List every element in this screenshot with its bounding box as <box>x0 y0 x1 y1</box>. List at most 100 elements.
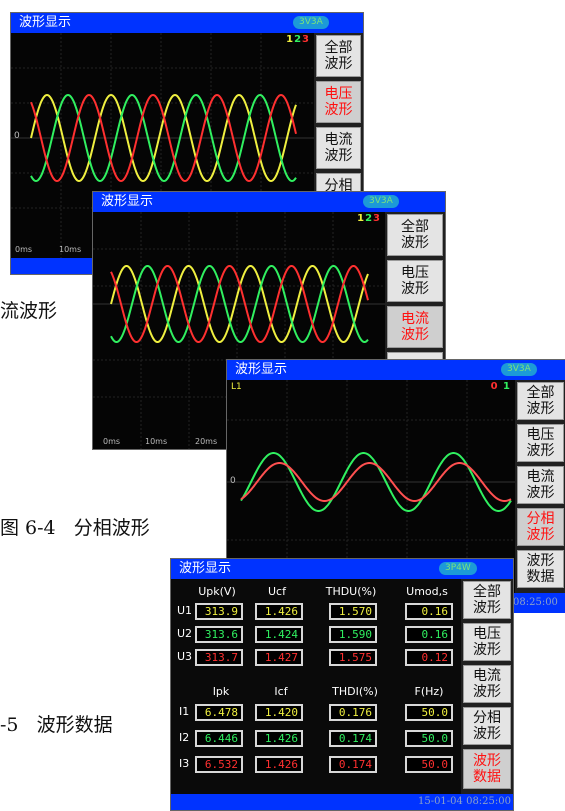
column-header: Ucf <box>268 585 286 598</box>
window-title: 波形显示 <box>101 194 154 209</box>
value-cell: 1.426 <box>255 603 303 620</box>
value-cell: 0.12 <box>405 649 453 666</box>
current-waveform-button[interactable]: 电流 波形 <box>387 306 443 348</box>
phase-legend-b: 1 <box>503 381 511 392</box>
current-waveform-button[interactable]: 电流 波形 <box>517 466 564 504</box>
wave-phase-2 <box>30 93 297 183</box>
voltage-waveform-button[interactable]: 电压 波形 <box>463 623 511 661</box>
row-label: U1 <box>177 604 193 617</box>
voltage-waveform-button[interactable]: 电压 波形 <box>316 81 361 123</box>
voltage-waveform-button[interactable]: 电压 波形 <box>387 260 443 302</box>
value-cell: 1.426 <box>255 756 303 773</box>
row-label: U2 <box>177 627 193 640</box>
wiring-badge: 3P4W <box>439 562 477 575</box>
value-cell: 1.427 <box>255 649 303 666</box>
current-waveform-button[interactable]: 电流 波形 <box>316 127 361 169</box>
side-menu: 全部 波形 电压 波形 电流 波形 分相 波形 波形 数据 <box>515 380 565 593</box>
grid <box>227 380 515 593</box>
column-header: F(Hz) <box>414 685 444 698</box>
value-cell: 50.0 <box>405 756 453 773</box>
phase-legend: 0 1 <box>491 381 511 392</box>
phase-legend-3: 3 <box>373 213 381 224</box>
data-table: Upk(V) Ucf THDU(%) Umod,s U1 313.9 1.426… <box>171 579 461 794</box>
row-label: U3 <box>177 650 193 663</box>
phase-legend: 123 <box>357 213 381 224</box>
figure-caption-fragment: 流波形 <box>0 300 58 322</box>
title-bar: 波形显示 3V3A <box>93 192 445 212</box>
wave-phase-3 <box>30 93 297 183</box>
phase-legend-3: 3 <box>302 34 310 45</box>
wave-phase-3 <box>110 265 369 343</box>
figure-caption: 图 6-4 分相波形 <box>0 517 150 539</box>
status-bar: 15-01-04 08:25:00 <box>171 794 513 810</box>
status-bar-fragment: 08:25:00 <box>508 593 565 613</box>
time-tick: 0ms <box>15 245 33 254</box>
waveform-data-screen: 波形显示 3P4W Upk(V) Ucf THDU(%) Umod,s U1 3… <box>170 558 514 811</box>
window-title: 波形显示 <box>179 561 232 576</box>
value-cell: 6.446 <box>195 730 243 747</box>
value-cell: 0.174 <box>329 730 377 747</box>
time-tick: 20ms <box>195 437 218 446</box>
figure-caption: -5 波形数据 <box>0 714 113 736</box>
phase-legend-a: 0 <box>490 381 499 392</box>
phase-label: L1 <box>231 382 242 392</box>
title-bar: 波形显示 3P4W <box>171 559 513 579</box>
value-cell: 0.16 <box>405 626 453 643</box>
phase-legend: 123 <box>286 34 310 45</box>
date-time: 15-01-04 08:25:00 <box>417 796 511 807</box>
current-waveform-button[interactable]: 电流 波形 <box>463 665 511 703</box>
phase-waveform-button[interactable]: 分相 波形 <box>517 508 564 546</box>
waveform-data-button[interactable]: 波形 数据 <box>463 749 511 789</box>
row-label: I1 <box>179 705 190 718</box>
row-label: I2 <box>179 731 190 744</box>
zero-label: 0 <box>230 476 236 486</box>
waveform-data-button[interactable]: 波形 数据 <box>517 550 564 588</box>
value-cell: 0.176 <box>329 704 377 721</box>
value-cell: 1.570 <box>329 603 377 620</box>
value-cell: 1.424 <box>255 626 303 643</box>
value-cell: 0.16 <box>405 603 453 620</box>
column-header: Umod,s <box>406 585 448 598</box>
row-label: I3 <box>179 757 190 770</box>
all-waveform-button[interactable]: 全部 波形 <box>316 35 361 77</box>
phase-waveform-button[interactable]: 分相 波形 <box>463 707 511 745</box>
value-cell: 0.174 <box>329 756 377 773</box>
value-cell: 6.532 <box>195 756 243 773</box>
phase-legend-2: 2 <box>294 34 303 45</box>
clock-fragment: 08:25:00 <box>513 597 558 608</box>
phase-legend-1: 1 <box>357 213 366 224</box>
column-header: Icf <box>274 685 288 698</box>
value-cell: 313.7 <box>195 649 243 666</box>
column-header: THDU(%) <box>325 585 377 598</box>
value-cell: 1.420 <box>255 704 303 721</box>
wave-phase-2 <box>110 265 369 343</box>
column-header: Upk(V) <box>198 585 236 598</box>
value-cell: 1.575 <box>329 649 377 666</box>
phase-legend-2: 2 <box>365 213 374 224</box>
wiring-badge: 3V3A <box>363 195 399 208</box>
title-bar: 波形显示 3V3A <box>11 13 363 33</box>
wiring-badge: 3V3A <box>501 363 537 376</box>
time-tick: 0ms <box>103 437 121 446</box>
waveform-screen-3: 波形显示 3V3A L1 0 1 0 全部 波形 电压 波形 电流 波形 分相 … <box>226 359 565 594</box>
waveform-plot: L1 0 1 0 <box>227 380 515 593</box>
zero-label: 0 <box>14 131 20 141</box>
value-cell: 313.6 <box>195 626 243 643</box>
window-title: 波形显示 <box>235 362 288 377</box>
all-waveform-button[interactable]: 全部 波形 <box>387 214 443 256</box>
value-cell: 50.0 <box>405 704 453 721</box>
wiring-badge: 3V3A <box>293 16 329 29</box>
wave-phase-1-voltage <box>240 462 512 502</box>
title-bar: 波形显示 3V3A <box>227 360 565 380</box>
column-header: Ipk <box>212 685 230 698</box>
value-cell: 50.0 <box>405 730 453 747</box>
value-cell: 1.426 <box>255 730 303 747</box>
time-tick: 10ms <box>59 245 82 254</box>
column-header: THDI(%) <box>332 685 378 698</box>
value-cell: 6.478 <box>195 704 243 721</box>
all-waveform-button[interactable]: 全部 波形 <box>463 581 511 619</box>
value-cell: 313.9 <box>195 603 243 620</box>
voltage-waveform-button[interactable]: 电压 波形 <box>517 424 564 462</box>
all-waveform-button[interactable]: 全部 波形 <box>517 382 564 420</box>
side-menu: 全部 波形 电压 波形 电流 波形 分相 波形 波形 数据 <box>461 579 513 794</box>
